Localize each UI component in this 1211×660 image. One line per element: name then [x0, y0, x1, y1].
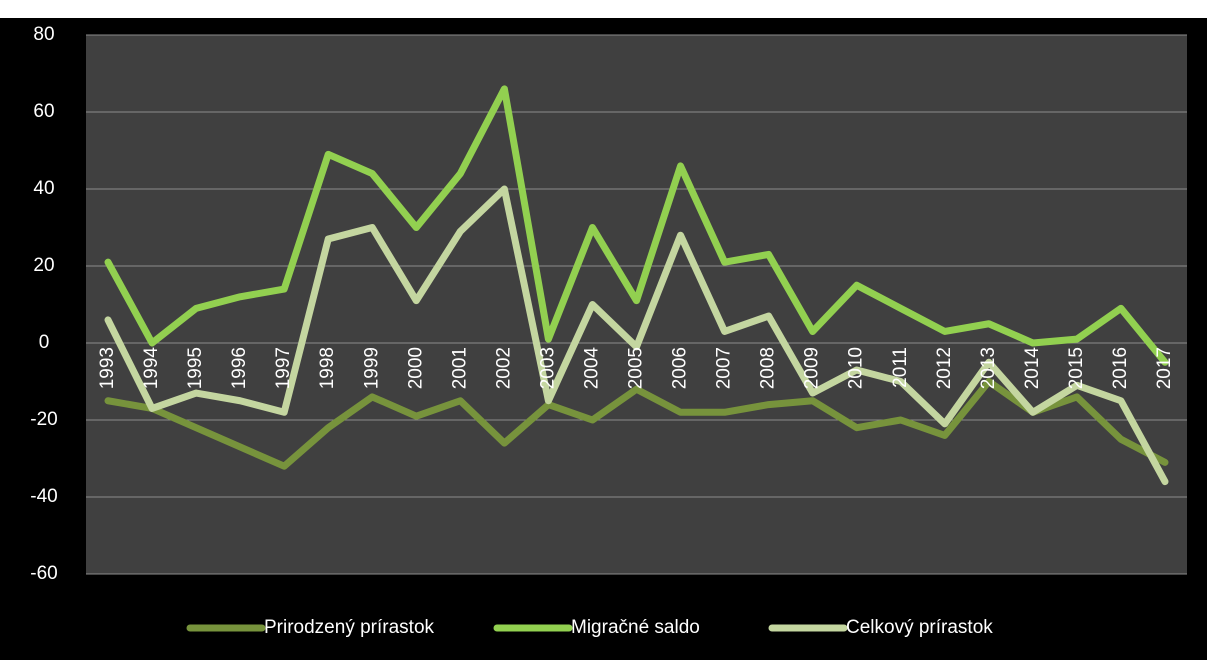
x-tick-label: 2010: [846, 347, 867, 389]
x-tick-label: 2001: [449, 347, 470, 389]
y-tick-label: -20: [30, 409, 57, 430]
legend-label: Celkový prírastok: [846, 617, 993, 638]
series-line: [104, 185, 1169, 486]
x-tick-label: 2013: [978, 347, 999, 389]
y-tick-label: 20: [33, 255, 54, 276]
x-tick-label: 2002: [493, 347, 514, 389]
y-tick-label: 0: [39, 332, 50, 353]
y-tick-label: 60: [33, 101, 54, 122]
x-tick-label: 2012: [934, 347, 955, 389]
plot-area: [86, 35, 1187, 574]
x-tick-label: 2003: [537, 347, 558, 389]
x-tick-label: 1997: [273, 347, 294, 389]
x-tick-label: 2008: [758, 347, 779, 389]
x-tick-label: 2011: [890, 347, 911, 388]
y-tick-label: 80: [33, 24, 54, 45]
x-tick-label: 2016: [1110, 347, 1131, 389]
series-line: [104, 378, 1169, 470]
x-tick-label: 2000: [405, 347, 426, 389]
x-tick-label: 2005: [626, 347, 647, 389]
x-tick-label: 2006: [670, 347, 691, 389]
x-tick-label: 2014: [1022, 347, 1043, 390]
x-tick-label: 1999: [361, 347, 382, 389]
x-tick-label: 2007: [714, 347, 735, 389]
x-tick-label: 2017: [1154, 347, 1175, 389]
y-tick-label: -40: [30, 486, 57, 507]
y-tick-label: -60: [30, 563, 57, 584]
x-tick-label: 2004: [581, 347, 602, 390]
legend-label: Migračné saldo: [571, 617, 700, 638]
y-tick-label: 40: [33, 178, 54, 199]
x-tick-label: 1998: [317, 347, 338, 389]
x-tick-label: 2015: [1066, 347, 1087, 389]
x-tick-label: 1993: [97, 347, 118, 389]
x-tick-label: 1994: [141, 347, 162, 390]
legend-label: Prirodzený prírastok: [264, 617, 435, 638]
x-tick-label: 1996: [229, 347, 250, 389]
series-line: [104, 85, 1169, 366]
x-tick-label: 2009: [802, 347, 823, 389]
x-tick-label: 1995: [185, 347, 206, 389]
